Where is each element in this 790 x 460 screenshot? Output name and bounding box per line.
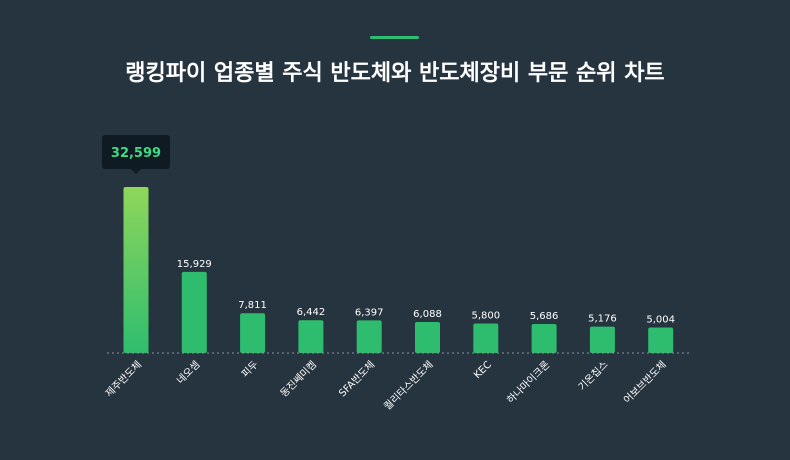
bar-2[interactable] xyxy=(240,313,266,353)
bar-5[interactable] xyxy=(415,322,440,353)
bar-value-label: 5,176 xyxy=(588,314,617,325)
category-label: 어보브반도체 xyxy=(621,359,669,407)
bar-4[interactable] xyxy=(356,320,382,353)
bar-0[interactable] xyxy=(123,187,149,353)
category-label: 하나마이크론 xyxy=(504,358,552,406)
bar-9[interactable] xyxy=(648,327,674,354)
bar-value-label: 6,442 xyxy=(297,307,326,318)
category-label: SFA반도체 xyxy=(337,359,378,400)
bar-value-label: 6,397 xyxy=(355,307,384,318)
category-label: 기온칩스 xyxy=(576,359,611,394)
bar-value-label: 5,800 xyxy=(471,311,500,322)
bar-7[interactable] xyxy=(531,324,557,353)
bar-value-label: 5,686 xyxy=(530,311,559,322)
category-label: 네오셈 xyxy=(174,359,202,387)
highlight-tooltip: 32,599 xyxy=(102,135,170,174)
category-label: KEC xyxy=(472,359,494,381)
bar-3[interactable] xyxy=(298,320,324,353)
category-label: 퀄리타스반도체 xyxy=(382,359,436,413)
bar-value-label: 15,929 xyxy=(177,259,212,270)
category-label: 제주반도체 xyxy=(103,359,144,400)
bar-6[interactable] xyxy=(473,323,499,354)
bar-1[interactable] xyxy=(181,271,207,353)
tooltip-value: 32,599 xyxy=(111,146,161,161)
tooltip-box xyxy=(102,135,170,169)
title-accent-line xyxy=(370,36,419,39)
bar-value-label: 7,811 xyxy=(238,300,267,311)
bar-8[interactable] xyxy=(589,326,615,353)
bar-value-label: 5,004 xyxy=(646,315,675,326)
category-label: 피두 xyxy=(239,359,261,381)
chart-title: 랭킹파이 업종별 주식 반도체와 반도체장비 부문 순위 차트 xyxy=(125,61,665,86)
tooltip-pointer xyxy=(131,169,141,174)
bar-value-label: 6,088 xyxy=(413,309,442,320)
category-label: 동진쎄미켐 xyxy=(278,359,319,400)
bars-group xyxy=(123,187,674,354)
